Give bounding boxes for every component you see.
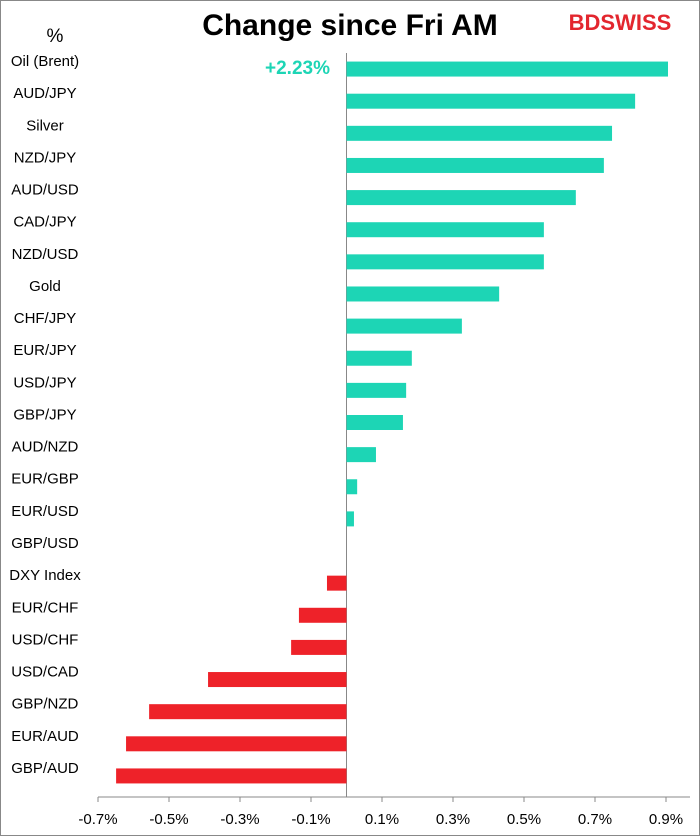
y-tick-label: EUR/JPY <box>13 342 76 359</box>
bar <box>346 190 576 206</box>
bar <box>208 672 347 688</box>
bar <box>291 639 347 655</box>
y-tick-label: GBP/JPY <box>13 406 76 423</box>
y-tick-label: EUR/CHF <box>12 599 79 616</box>
unit-label: % <box>47 26 64 47</box>
bar <box>346 222 544 238</box>
x-tick-label: 0.3% <box>436 811 470 828</box>
y-tick-label: GBP/NZD <box>12 696 79 713</box>
y-tick-label: EUR/USD <box>11 503 79 520</box>
y-tick-label: AUD/USD <box>11 182 79 199</box>
bar <box>346 479 358 495</box>
x-tick-label: -0.7% <box>78 811 117 828</box>
x-tick-label: -0.1% <box>291 811 330 828</box>
x-tick-label: 0.9% <box>649 811 683 828</box>
chart-title: Change since Fri AM <box>202 9 498 42</box>
x-tick-label: 0.5% <box>507 811 541 828</box>
value-label: +2.23% <box>265 58 330 79</box>
y-tick-label: USD/CHF <box>12 631 79 648</box>
bar <box>346 318 462 334</box>
y-tick-label: USD/JPY <box>13 374 76 391</box>
y-tick-label: GBP/USD <box>11 535 79 552</box>
bar <box>346 286 500 302</box>
bar <box>346 157 604 173</box>
y-tick-label: AUD/JPY <box>13 85 76 102</box>
y-tick-label: NZD/JPY <box>14 149 77 166</box>
bar <box>346 254 544 270</box>
y-tick-label: Oil (Brent) <box>11 53 79 70</box>
bar <box>149 704 347 720</box>
brand: BDSWISS <box>569 10 672 35</box>
bar <box>346 415 403 430</box>
y-tick-label: CHF/JPY <box>14 310 77 327</box>
x-tick-label: 0.1% <box>365 811 399 828</box>
y-tick-label: Silver <box>26 117 64 134</box>
y-tick-label: Gold <box>29 278 61 295</box>
bar <box>326 575 347 591</box>
x-tick-label: 0.7% <box>578 811 612 828</box>
bar <box>298 607 347 623</box>
bar <box>346 511 354 527</box>
bar <box>346 350 412 366</box>
bar <box>346 382 407 398</box>
bar <box>346 125 613 141</box>
x-tick-label: -0.3% <box>220 811 259 828</box>
bar <box>346 447 376 463</box>
y-tick-label: AUD/NZD <box>12 439 79 456</box>
x-tick-label: -0.5% <box>149 811 188 828</box>
bar <box>116 768 347 784</box>
bar <box>346 93 636 109</box>
y-tick-label: EUR/GBP <box>11 471 79 488</box>
y-tick-label: EUR/AUD <box>11 728 79 745</box>
y-tick-label: DXY Index <box>9 567 81 584</box>
bar <box>126 736 347 752</box>
y-tick-label: USD/CAD <box>11 664 79 681</box>
y-tick-label: CAD/JPY <box>13 214 76 231</box>
y-tick-label: GBP/AUD <box>11 760 79 777</box>
y-tick-label: NZD/USD <box>12 246 79 263</box>
bar <box>346 61 668 77</box>
